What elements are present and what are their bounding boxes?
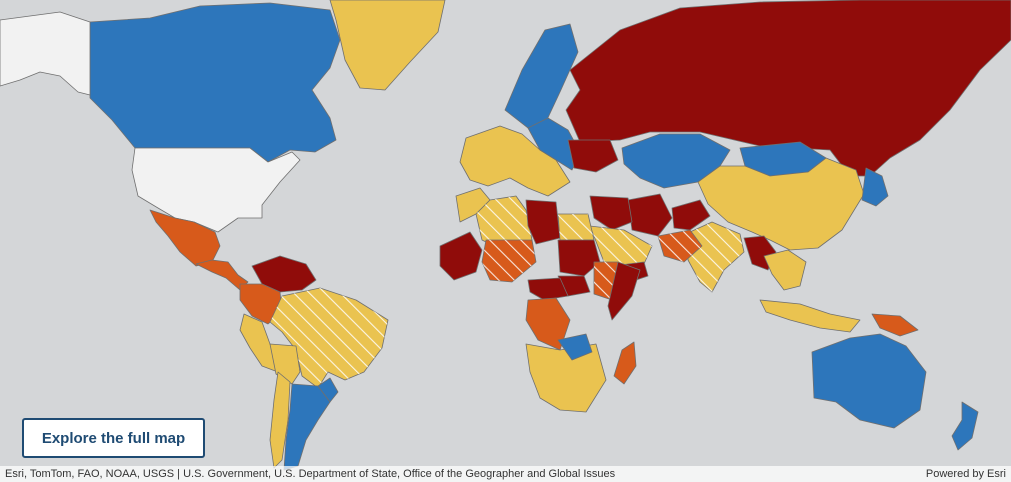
country-papua-new-guinea[interactable] (871, 313, 919, 337)
country-uruguay[interactable] (317, 377, 339, 403)
country-australia[interactable] (811, 333, 927, 429)
country-united-states[interactable] (131, 147, 301, 233)
country-greenland[interactable] (329, 0, 446, 91)
country-chile[interactable] (269, 371, 291, 469)
country-new-zealand[interactable] (951, 401, 979, 451)
country-somalia[interactable] (607, 261, 641, 321)
powered-by-esri-link[interactable]: Powered by Esri (925, 468, 1006, 480)
country-japan[interactable] (861, 167, 889, 207)
country-iran[interactable] (627, 193, 673, 237)
country-mali[interactable] (439, 231, 483, 281)
country-ukraine[interactable] (567, 139, 619, 173)
country-sudan[interactable] (557, 239, 601, 277)
country-alaska[interactable] (0, 11, 91, 96)
attribution-text: Esri, TomTom, FAO, NOAA, USGS | U.S. Gov… (5, 468, 616, 480)
country-egypt[interactable] (557, 213, 595, 241)
country-western-europe[interactable] (459, 125, 571, 197)
country-southeast-asia[interactable] (763, 249, 807, 291)
country-central-america[interactable] (195, 259, 249, 291)
country-indonesia[interactable] (759, 299, 861, 333)
country-canada[interactable] (89, 2, 341, 163)
country-libya[interactable] (525, 199, 561, 245)
attribution-bar: Esri, TomTom, FAO, NOAA, USGS | U.S. Gov… (0, 466, 1011, 482)
country-madagascar[interactable] (613, 341, 637, 385)
country-afghanistan[interactable] (671, 199, 711, 231)
explore-full-map-button[interactable]: Explore the full map (22, 418, 205, 458)
country-zambia[interactable] (557, 333, 593, 361)
